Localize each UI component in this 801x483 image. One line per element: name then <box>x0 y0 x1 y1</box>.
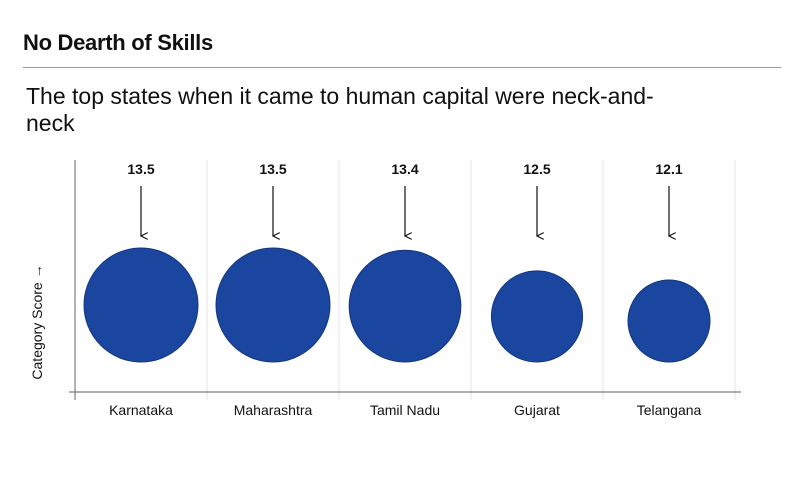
x-tick-label: Tamil Nadu <box>370 402 440 418</box>
bubble-tamil-nadu <box>348 249 462 363</box>
data-label: 13.5 <box>127 161 154 177</box>
data-label: 13.4 <box>391 161 418 177</box>
chart-title: No Dearth of Skills <box>23 30 213 55</box>
title-divider <box>23 67 781 68</box>
bubble-gujarat <box>490 270 584 363</box>
data-label: 12.5 <box>523 161 550 177</box>
data-label: 12.1 <box>655 161 682 177</box>
x-tick-label: Karnataka <box>109 402 173 418</box>
chart-subtitle: The top states when it came to human cap… <box>26 83 654 136</box>
bubble-karnataka <box>83 247 199 363</box>
bubble-telangana <box>627 279 711 363</box>
x-tick-label: Gujarat <box>514 402 560 418</box>
x-tick-label: Telangana <box>637 402 702 418</box>
x-tick-label: Maharashtra <box>234 402 313 418</box>
y-axis-label: Category Score → <box>29 264 45 380</box>
data-label: 13.5 <box>259 161 286 177</box>
bubble-maharashtra <box>215 247 331 363</box>
